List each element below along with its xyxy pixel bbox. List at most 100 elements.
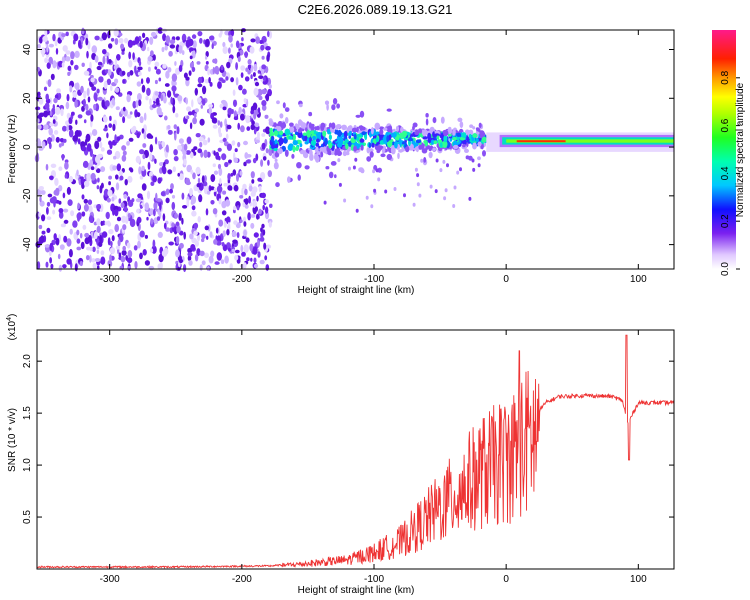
heatmap-cell [162,213,166,222]
heatmap-cell [395,125,400,132]
heatmap-cell [261,64,267,70]
heatmap-cell [261,133,266,137]
heatmap-cell [298,103,303,108]
heatmap-cell [420,158,424,163]
heatmap-cell [81,105,85,112]
heatmap-cell [336,103,340,109]
heatmap-cell [456,132,462,137]
heatmap-cell [143,112,147,121]
heatmap-cell [203,149,208,159]
heatmap-cell [459,121,464,128]
heatmap-cell [282,121,286,128]
heatmap-cell [262,156,267,161]
heatmap-cell [207,67,211,76]
heatmap-cell [189,233,194,240]
heatmap-cell [181,50,185,55]
heatmap-cell [436,135,440,140]
heatmap-cell [221,210,227,216]
heatmap-cell [205,51,209,58]
heatmap-cell [254,139,260,144]
heatmap-cell [278,131,284,136]
heatmap-cell [42,35,48,43]
heatmap-cell [48,56,53,64]
heatmap-cell [274,158,278,162]
heatmap-cell [161,249,168,257]
snr-multiplier-exp: 4 [6,317,13,321]
heatmap-cell [89,247,93,252]
heatmap-cell [188,38,194,47]
heatmap-cell [68,129,74,138]
heatmap-cell [50,163,57,168]
heatmap-cell [90,114,94,122]
heatmap-cell [323,200,327,205]
heatmap-cell [360,144,364,151]
heatmap-cell [44,244,50,248]
heatmap-cell [94,258,101,262]
heatmap-cell [149,171,154,177]
heatmap-cell [220,64,224,71]
heatmap-cell [96,225,101,233]
heatmap-cell [204,55,208,60]
heatmap-cell [146,87,151,96]
heatmap-cell [212,124,218,129]
heatmap-cell [58,143,62,148]
snr-multiplier-base: (x10 [7,320,18,340]
heatmap-cell [256,213,259,220]
heatmap-cell [245,67,249,72]
heatmap-cell [224,161,229,168]
heatmap-cell [305,127,308,132]
heatmap-cell [225,76,229,81]
spectrogram-x-label: Height of straight line (km) [298,285,415,296]
heatmap-cell [462,143,466,148]
heatmap-cell [77,138,81,145]
snr-multiplier: (x104) [6,314,18,341]
heatmap-cell [86,87,90,97]
heatmap-cell [178,173,184,181]
heatmap-cell [274,139,278,145]
heatmap-cell [197,148,203,154]
heatmap-cell [117,239,121,247]
heatmap-cell [245,237,250,243]
heatmap-cell [37,261,41,270]
heatmap-cell [407,137,414,142]
heatmap-cell [242,88,247,95]
heatmap-cell [85,133,91,142]
heatmap-cell [199,264,203,271]
heatmap-cell [161,165,165,172]
heatmap-cell [106,197,111,203]
heatmap-cell [250,74,253,80]
heatmap-cell [257,107,261,113]
heatmap-cell [157,208,160,215]
heatmap-cell [110,85,113,92]
heatmap-cell [103,116,108,123]
heatmap-cell [114,134,117,143]
heatmap-cell [69,228,73,235]
heatmap-cell [76,169,79,177]
heatmap-cell [201,233,206,239]
heatmap-cell [297,119,303,126]
heatmap-cell [370,127,374,135]
heatmap-cell [416,173,420,178]
heatmap-cell [189,188,193,197]
heatmap-cell [201,260,206,266]
heatmap-cell [464,148,469,153]
heatmap-cell [155,192,158,202]
heatmap-cell [70,210,75,217]
heatmap-cell [135,100,139,108]
heatmap-cell [197,177,201,184]
heatmap-cell [79,260,84,267]
heatmap-cell [316,138,320,143]
heatmap-cell [264,114,269,119]
heatmap-cell [183,143,188,151]
heatmap-cell [236,173,239,182]
heatmap-cell [142,249,147,256]
heatmap-cell [258,95,263,101]
heatmap-cell [153,201,158,211]
heatmap-cell [228,247,231,252]
heatmap-cell [76,229,80,236]
heatmap-cell [113,64,118,70]
heatmap-cell [471,158,475,163]
heatmap-cell [250,171,255,179]
heatmap-cell [257,239,260,248]
heatmap-cell [259,259,265,265]
